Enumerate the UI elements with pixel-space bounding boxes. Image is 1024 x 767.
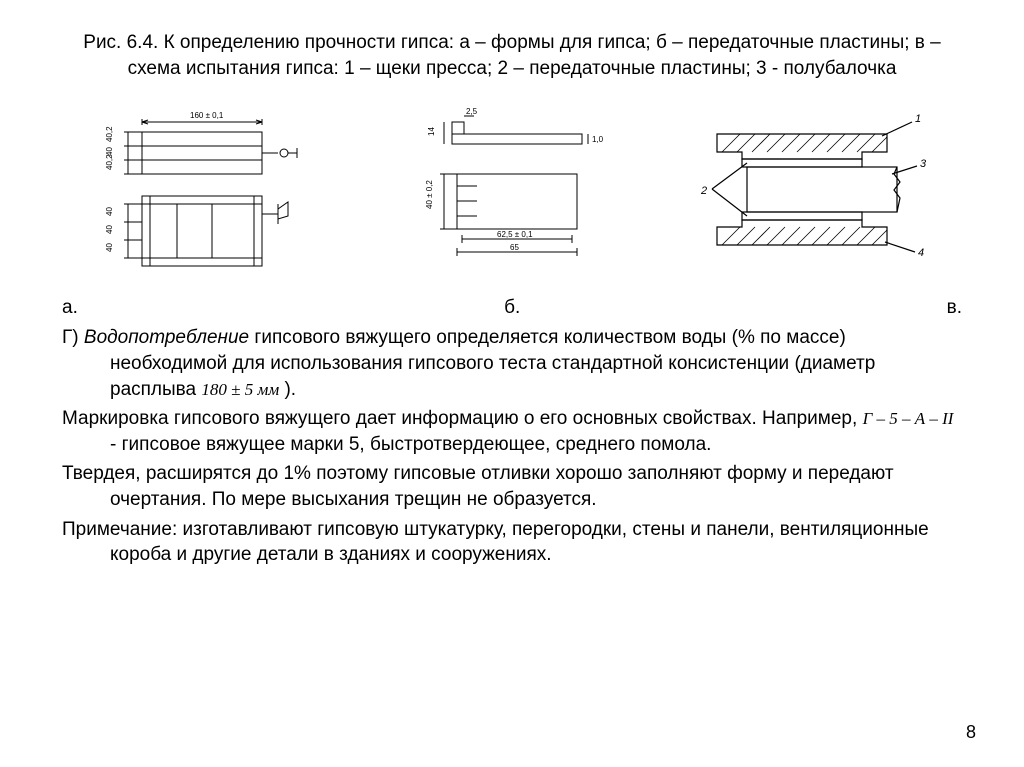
svg-text:40: 40 bbox=[105, 225, 114, 234]
para-mark1: Маркировка гипсового вяжущего дает инфор… bbox=[62, 408, 863, 429]
figure-caption: Рис. 6.4. К определению прочности гипса:… bbox=[62, 30, 962, 81]
para-marking: Маркировка гипсового вяжущего дает инфор… bbox=[62, 406, 962, 457]
svg-text:3: 3 bbox=[920, 158, 927, 170]
svg-text:40,2: 40,2 bbox=[105, 126, 114, 142]
svg-text:4: 4 bbox=[918, 247, 924, 259]
svg-text:2: 2 bbox=[700, 185, 707, 197]
para-mark2: - гипсовое вяжущее марки 5, быстротверде… bbox=[110, 434, 711, 455]
para-hardening: Твердея, расширятся до 1% поэтому гипсов… bbox=[62, 461, 962, 512]
para-note: Примечание: изготавливают гипсовую штука… bbox=[62, 517, 962, 568]
svg-text:2,5: 2,5 bbox=[466, 107, 478, 116]
svg-text:40: 40 bbox=[105, 207, 114, 216]
label-v: в. bbox=[947, 297, 962, 319]
para-g-lead: Г) bbox=[62, 327, 84, 348]
svg-text:62,5 ± 0,1: 62,5 ± 0,1 bbox=[497, 230, 533, 239]
figure-c: 1 2 3 4 bbox=[662, 104, 962, 284]
svg-text:40 ± 0,2: 40 ± 0,2 bbox=[425, 180, 434, 209]
para-g: Г) Водопотребление гипсового вяжущего оп… bbox=[62, 325, 962, 402]
svg-text:14: 14 bbox=[427, 127, 436, 136]
figure-a: 160 ± 0,1 40,2 bbox=[62, 104, 362, 284]
para-g-rest2: ). bbox=[279, 379, 296, 400]
label-a: а. bbox=[62, 297, 78, 319]
svg-text:1,0: 1,0 bbox=[592, 135, 604, 144]
svg-text:40: 40 bbox=[105, 243, 114, 252]
figures-row: 160 ± 0,1 40,2 bbox=[62, 99, 962, 289]
figure-labels: а. б. в. bbox=[62, 297, 962, 319]
body-text: Г) Водопотребление гипсового вяжущего оп… bbox=[62, 325, 962, 568]
page-number: 8 bbox=[966, 722, 976, 743]
para-g-italic: Водопотребление bbox=[84, 327, 249, 348]
svg-text:1: 1 bbox=[915, 113, 921, 125]
svg-text:40,2: 40,2 bbox=[105, 154, 114, 170]
formula-mark: Г – 5 – А – II bbox=[863, 409, 954, 428]
svg-text:65: 65 bbox=[510, 243, 519, 252]
svg-text:160 ± 0,1: 160 ± 0,1 bbox=[190, 111, 224, 120]
formula-diameter: 180 ± 5 мм bbox=[201, 380, 279, 399]
label-b: б. bbox=[504, 297, 520, 319]
figure-b: 2,5 14 1,0 40 ± 0,2 bbox=[362, 104, 662, 284]
